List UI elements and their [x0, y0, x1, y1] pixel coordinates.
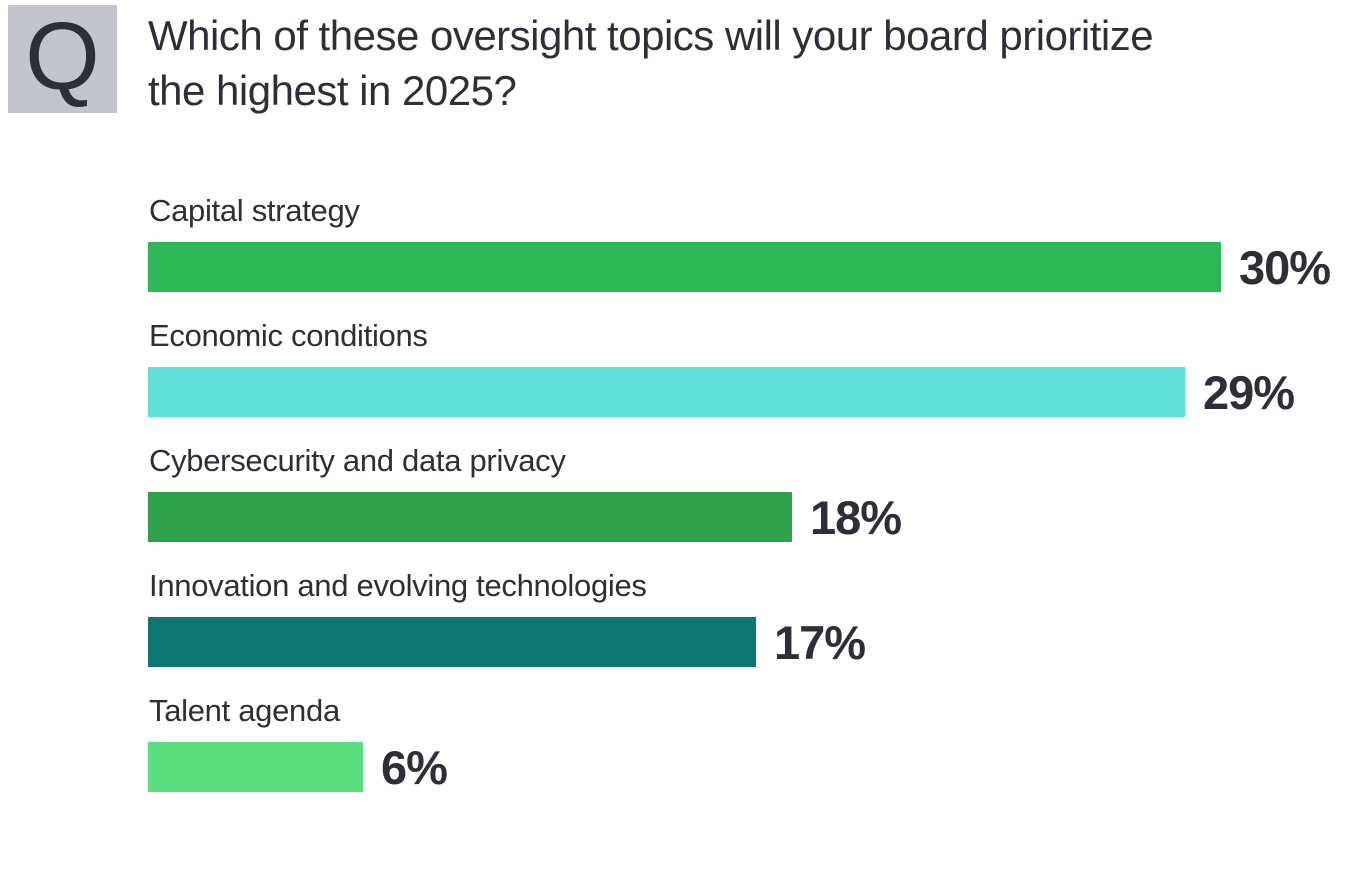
- bar-value-label: 18%: [810, 490, 902, 544]
- chart-row: Innovation and evolving technologies 17%: [148, 568, 1348, 669]
- bar-value-label: 30%: [1239, 240, 1331, 294]
- bar: [148, 242, 1221, 292]
- bar-value-label: 29%: [1203, 365, 1295, 419]
- bar: [148, 617, 756, 667]
- bar-category-label: Economic conditions: [149, 318, 428, 353]
- bar-value-label: 17%: [774, 615, 866, 669]
- bar-line: 6%: [148, 740, 448, 794]
- bar: [148, 367, 1185, 417]
- bar-line: 30%: [148, 240, 1331, 294]
- bar-chart: Capital strategy 30% Economic conditions 29…: [148, 193, 1348, 794]
- bar: [148, 492, 792, 542]
- chart-row: Talent agenda 6%: [148, 693, 1348, 794]
- chart-row: Capital strategy 30%: [148, 193, 1348, 294]
- bar: [148, 742, 363, 792]
- chart-row: Economic conditions 29%: [148, 318, 1348, 419]
- bar-category-label: Innovation and evolving technologies: [149, 568, 647, 603]
- bar-category-label: Talent agenda: [149, 693, 340, 728]
- bar-category-label: Capital strategy: [149, 193, 360, 228]
- bar-line: 17%: [148, 615, 866, 669]
- question-title: Which of these oversight topics will you…: [148, 12, 1154, 114]
- chart-row: Cybersecurity and data privacy 18%: [148, 443, 1348, 544]
- bar-category-label: Cybersecurity and data privacy: [149, 443, 566, 478]
- bar-value-label: 6%: [381, 740, 448, 794]
- bar-line: 18%: [148, 490, 902, 544]
- bar-line: 29%: [148, 365, 1295, 419]
- question-badge: Q: [8, 5, 117, 113]
